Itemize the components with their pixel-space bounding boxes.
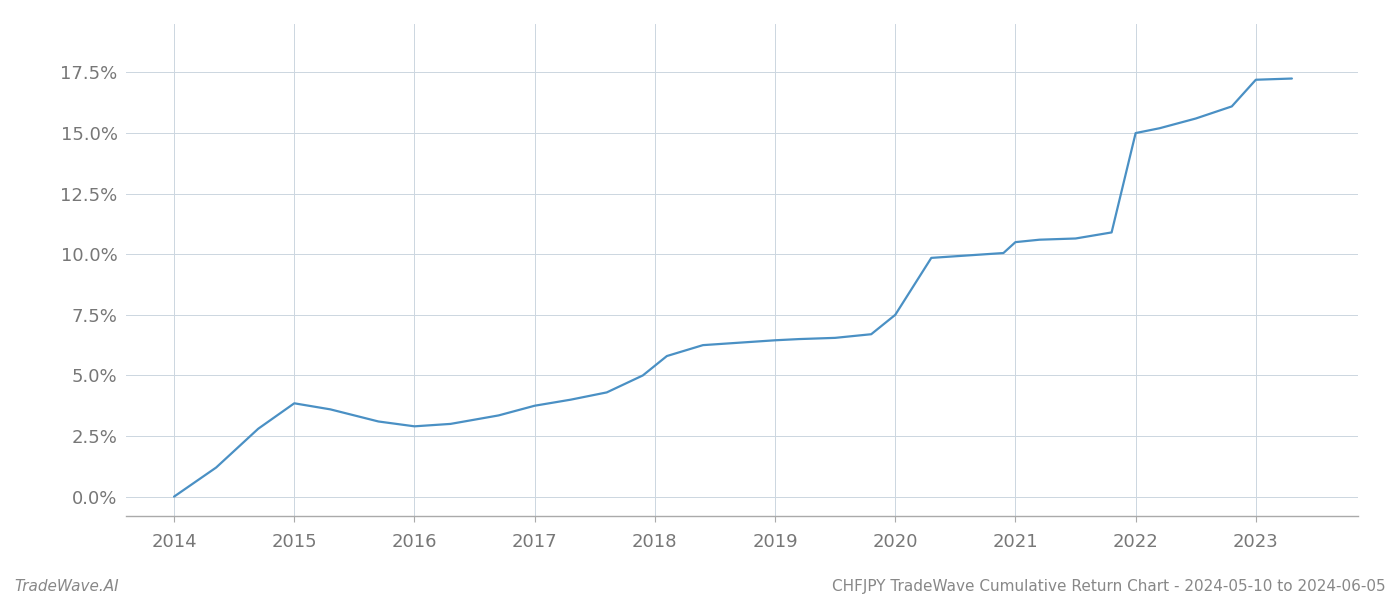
Text: CHFJPY TradeWave Cumulative Return Chart - 2024-05-10 to 2024-06-05: CHFJPY TradeWave Cumulative Return Chart… <box>833 579 1386 594</box>
Text: TradeWave.AI: TradeWave.AI <box>14 579 119 594</box>
